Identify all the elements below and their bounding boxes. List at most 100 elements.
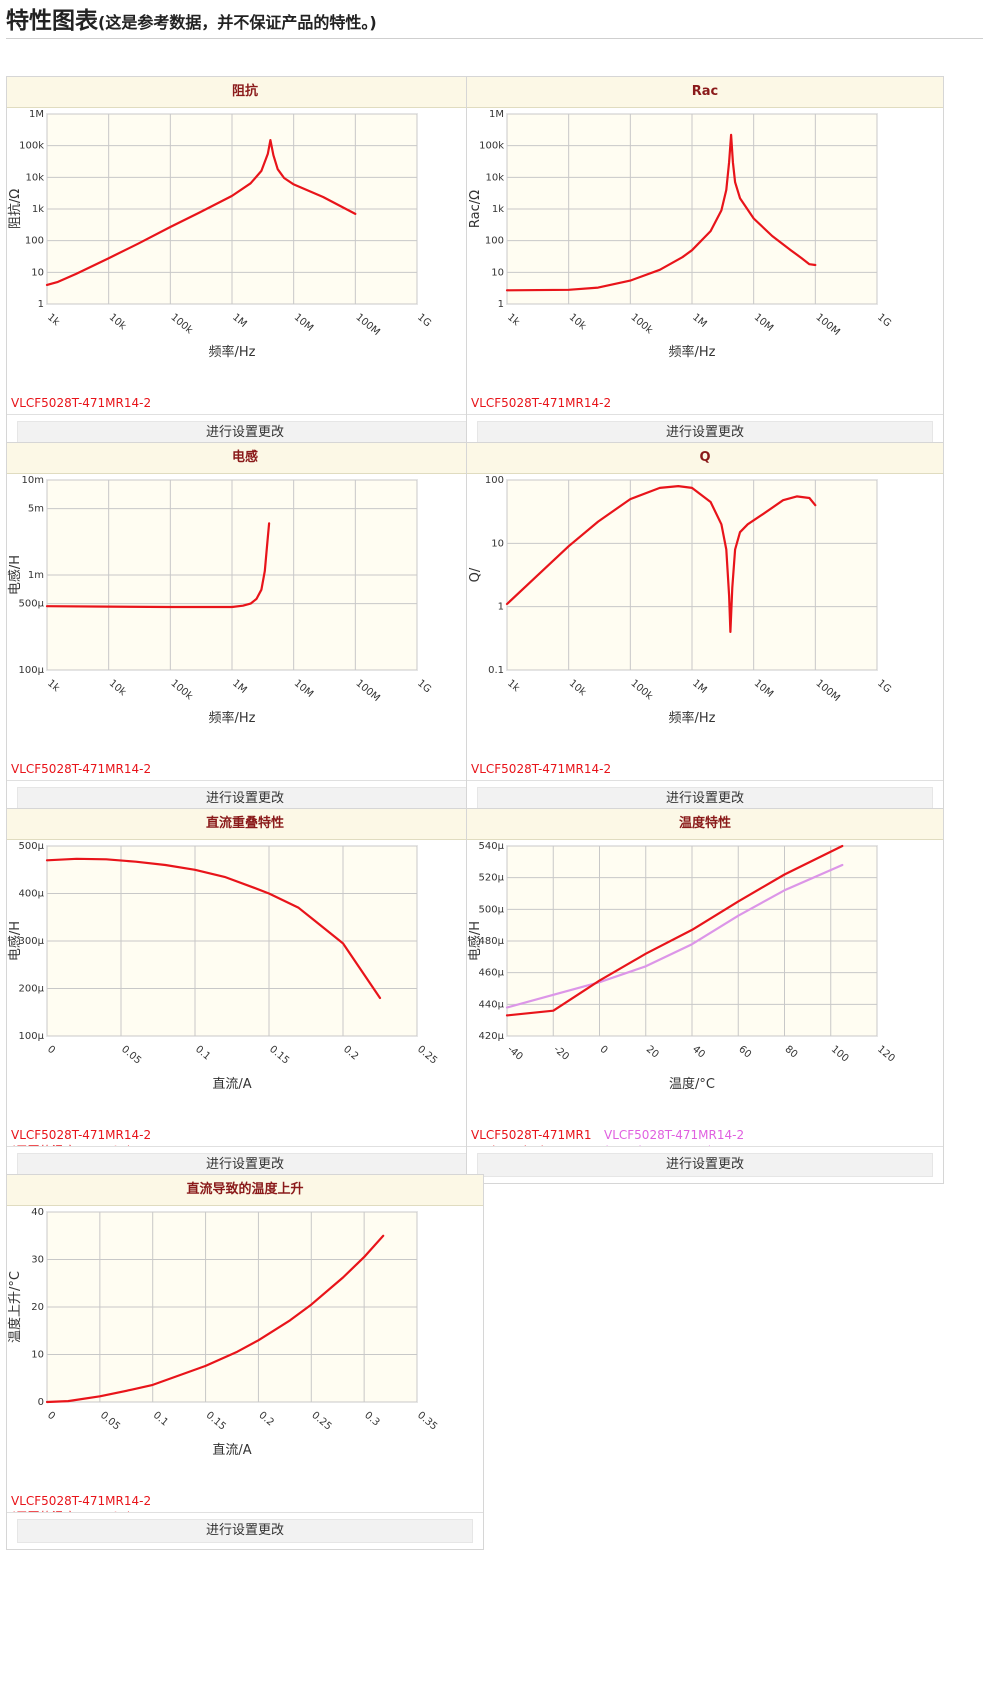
y-tick-label: 1k [32,204,44,215]
y-tick-label: 100µ [19,1031,45,1042]
panel-footer: 进行设置更改 [467,1146,943,1183]
x-tick-label: 1k [45,678,62,694]
x-axis-label: 直流/A [212,1077,251,1092]
x-axis-label: 频率/Hz [669,710,716,726]
x-tick-label: 0.25 [309,1410,333,1433]
y-tick-label: 10k [485,172,504,183]
x-axis-label: 温度/°C [669,1076,715,1092]
y-tick-label: 440µ [479,999,505,1010]
panel-title: 温度特性 [467,809,943,840]
x-tick-label: 1M [230,312,249,330]
x-tick-label: 100M [813,312,841,338]
x-tick-label: 0.3 [362,1410,381,1429]
x-tick-label: 1M [690,678,709,696]
panel-title: 直流导致的温度上升 [7,1175,483,1206]
series-line [505,844,844,1017]
legend-item[interactable]: VLCF5028T-471MR14-2 [11,762,152,776]
y-tick-label: 200µ [19,984,45,995]
x-tick-label: 1M [230,678,249,696]
y-tick-label: 100 [485,236,504,247]
y-tick-label: 1 [38,299,44,310]
chart-svg: 0 0.05 0.1 0.15 0.2 0.25 100µ 200µ 300µ 400µ 500µ 直… [7,841,439,1092]
y-axis-label: 阻抗/Ω [8,189,23,229]
panel-title: 阻抗 [7,77,483,108]
settings-change-button[interactable]: 进行设置更改 [477,1153,933,1177]
y-tick-label: 10m [22,475,44,486]
chart-panel: 直流导致的温度上升 0 0.05 0.1 0.15 0.2 0.25 0.3 0.35 0 10 20… [6,1174,484,1550]
legend-item[interactable]: VLCF5028T-471MR14-2 [11,396,152,410]
series-line [45,857,382,1000]
y-tick-label: 520µ [479,873,505,884]
x-tick-label: 1k [505,312,522,328]
series-line [45,1234,385,1404]
x-tick-label: 10M [292,678,315,700]
series-line [45,139,357,286]
y-axis-label: 电感/H [467,921,483,961]
x-tick-label: 0.1 [151,1410,170,1429]
y-tick-label: 40 [31,1207,44,1218]
settings-change-button[interactable]: 进行设置更改 [17,1519,473,1543]
series-line [45,522,271,609]
y-tick-label: 100k [19,141,44,152]
y-tick-label: 0.1 [488,665,504,676]
chart-svg: 1k 10k 100k 1M 10M 100M 1G 100µ 500µ 1m 5m 10m 频率/Hz… [7,475,433,726]
y-axis-label: 电感/H [7,555,23,595]
chart-area: 0 0.05 0.1 0.15 0.2 0.25 0.3 0.35 0 10 20 30 40 直流/A 温… [7,1206,483,1476]
panel-title: 电感 [7,443,483,474]
y-tick-label: 420µ [479,1031,505,1042]
y-tick-label: 10 [491,538,504,549]
y-tick-label: 5m [28,504,44,515]
y-tick-label: 0 [38,1397,44,1408]
x-tick-label: 0.15 [267,1044,291,1067]
chart-panel: 阻抗 1k 10k 100k 1M 10M 100M 1G 1 10 100 1k 10k 100k 1M 频… [6,76,484,452]
x-tick-label: 10M [752,312,775,334]
x-tick-label: 10M [292,312,315,334]
y-axis-label: 电感/H [7,921,23,961]
chart-panel: 电感 1k 10k 100k 1M 10M 100M 1G 100µ 500µ 1m 5m 10m 频率/… [6,442,484,818]
y-tick-label: 300µ [19,936,45,947]
chart-area: 1k 10k 100k 1M 10M 100M 1G 0.1 1 10 100 频率/Hz Q/ [467,474,943,744]
y-tick-label: 100k [479,141,504,152]
panel-title: Rac [467,77,943,108]
x-tick-label: 100k [168,678,194,703]
y-tick-label: 500µ [19,841,45,852]
y-axis-label: 温度上升/°C [7,1271,23,1343]
legend-item[interactable]: VLCF5028T-471MR14-2 [471,762,612,776]
x-tick-label: 100k [628,312,654,337]
y-tick-label: 100 [25,236,44,247]
series-line [505,863,844,1009]
x-tick-label: 1G [875,312,893,330]
chart-panel: 直流重叠特性 0 0.05 0.1 0.15 0.2 0.25 100µ 200µ 300µ 400… [6,808,484,1184]
y-tick-label: 10 [31,267,44,278]
chart-svg: 1k 10k 100k 1M 10M 100M 1G 0.1 1 10 100 频率/Hz Q/ [468,475,893,726]
y-tick-label: 500µ [479,904,505,915]
x-tick-label: 0.05 [98,1410,122,1433]
y-tick-label: 1m [28,570,44,581]
x-tick-label: 0.05 [119,1044,143,1067]
legend-item[interactable]: VLCF5028T-471MR14-2 [471,396,612,410]
chart-area: 1k 10k 100k 1M 10M 100M 1G 1 10 100 1k 10k 100k 1M 频率/… [467,108,943,378]
x-tick-label: 100k [628,678,654,703]
chart-panel: 温度特性 -40 -20 0 20 40 60 80 100 120 420µ 440µ 460µ 480… [466,808,944,1184]
page-subtitle: (这是参考数据，并不保证产品的特性。) [98,13,377,32]
x-tick-label: 80 [783,1044,800,1061]
chart-svg: 0 0.05 0.1 0.15 0.2 0.25 0.3 0.35 0 10 20 30 40 直流/A 温… [7,1207,439,1458]
x-tick-label: 10k [567,678,588,698]
x-tick-label: 0.2 [257,1410,276,1429]
x-tick-label: 100M [353,678,381,704]
x-tick-label: 1G [415,312,433,330]
y-axis-label: Rac/Ω [468,190,483,228]
x-tick-label: 100M [353,312,381,338]
legend: VLCF5028T-471MR14-2 [11,761,481,777]
chart-area: 1k 10k 100k 1M 10M 100M 1G 100µ 500µ 1m 5m 10m 频率/Hz… [7,474,483,744]
x-axis-label: 频率/Hz [209,344,256,360]
x-tick-label: 0.15 [204,1410,228,1433]
chart-panel: Q 1k 10k 100k 1M 10M 100M 1G 0.1 1 10 100 频率/Hz Q/VLC… [466,442,944,818]
x-tick-label: 10M [752,678,775,700]
y-tick-label: 540µ [479,841,505,852]
x-tick-label: 60 [736,1044,753,1061]
chart-svg: -40 -20 0 20 40 60 80 100 120 420µ 440µ 460µ 480µ 500… [467,841,897,1092]
x-tick-label: 0.1 [193,1044,212,1063]
y-tick-label: 10 [491,267,504,278]
x-tick-label: 120 [875,1044,897,1065]
